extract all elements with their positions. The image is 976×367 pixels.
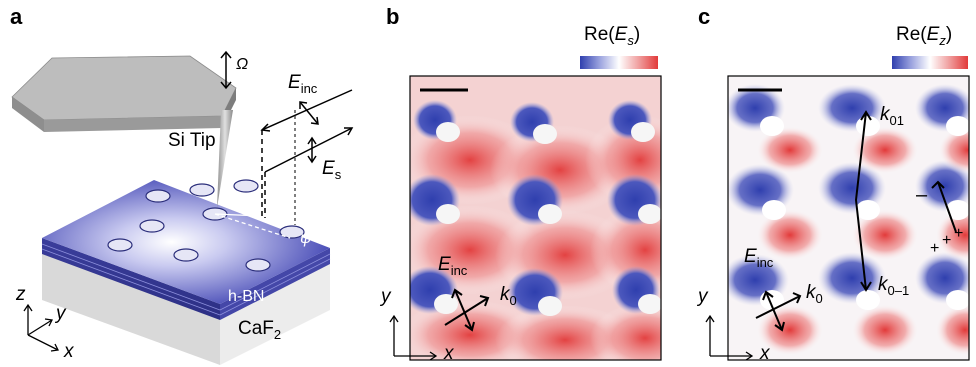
axis-x-label-c: x <box>760 343 770 365</box>
plus-sign-3: + <box>954 225 963 243</box>
k0-label-c: k0 <box>806 282 823 306</box>
k0-minus1-label: k0–1 <box>878 274 909 298</box>
e-inc-label-c: Einc <box>744 246 773 270</box>
axis-y-label-c: y <box>698 286 708 308</box>
plus-sign-1: + <box>930 240 939 258</box>
minus-sign: – <box>916 184 927 207</box>
plus-sign-2: + <box>942 232 951 250</box>
k01-label: k01 <box>880 104 904 128</box>
